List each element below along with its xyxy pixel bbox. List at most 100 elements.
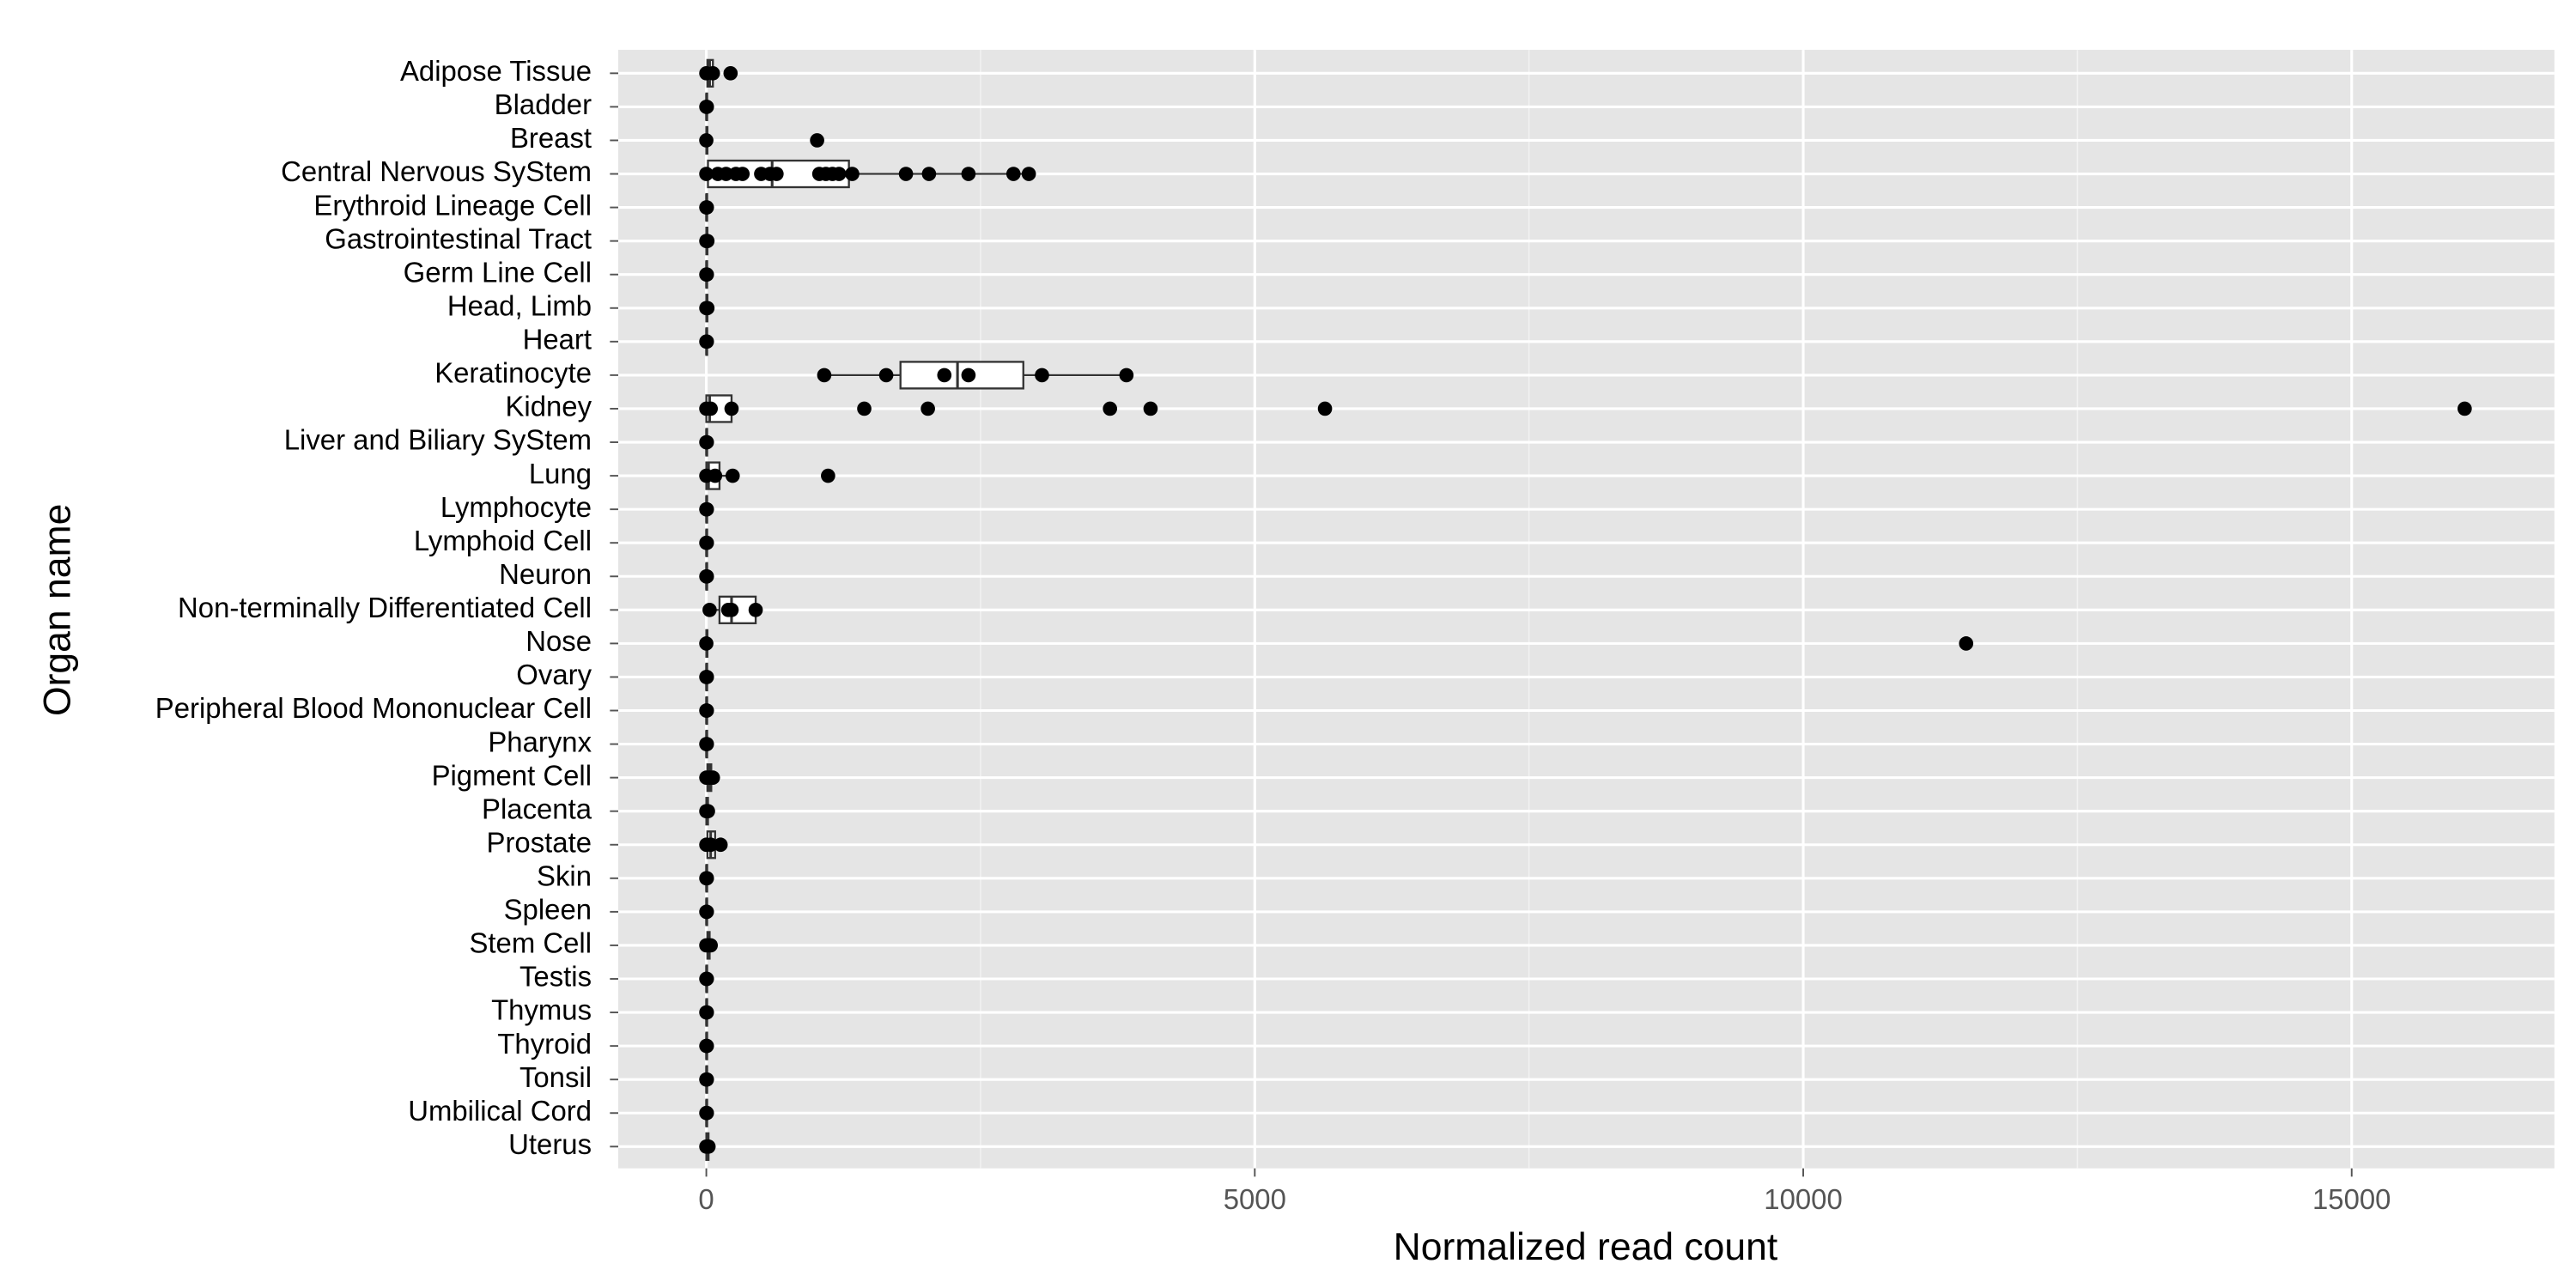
y-tick-label: Skin xyxy=(537,860,592,892)
y-tick-label: Nose xyxy=(526,625,592,657)
data-point xyxy=(699,535,714,550)
data-point xyxy=(699,133,714,148)
data-point xyxy=(1021,167,1036,181)
data-point xyxy=(705,770,720,785)
data-point xyxy=(810,133,824,148)
data-point xyxy=(701,804,715,819)
y-tick-label: Head, Limb xyxy=(447,289,592,321)
data-point xyxy=(769,167,784,181)
x-tick-label: 5000 xyxy=(1224,1183,1286,1215)
data-point xyxy=(1103,401,1118,416)
x-tick-label: 15000 xyxy=(2312,1183,2391,1215)
data-point xyxy=(1959,636,1974,651)
data-point xyxy=(699,636,714,651)
y-tick-label: Stem Cell xyxy=(469,927,592,959)
y-tick-label: Germ Line Cell xyxy=(404,256,592,288)
data-point xyxy=(708,468,723,483)
y-tick-label: Adipose Tissue xyxy=(400,55,592,87)
data-point xyxy=(719,167,733,181)
y-tick-label: Erythroid Lineage Cell xyxy=(313,189,592,221)
data-point xyxy=(1005,167,1021,181)
y-tick-label: Kidney xyxy=(505,391,592,422)
data-point xyxy=(699,703,714,718)
data-point xyxy=(703,837,719,853)
data-point xyxy=(699,568,714,584)
data-point xyxy=(723,66,738,81)
y-tick-label: Placenta xyxy=(482,793,592,824)
data-point xyxy=(703,938,719,953)
data-point xyxy=(821,468,835,483)
y-axis-title: Organ name xyxy=(36,504,78,716)
data-point xyxy=(705,66,720,81)
data-point xyxy=(961,167,976,181)
y-tick-label: Thyroid xyxy=(497,1028,592,1060)
y-tick-label: Bladder xyxy=(495,88,592,120)
box xyxy=(899,361,1024,390)
data-point xyxy=(724,401,739,416)
y-tick-label: Uterus xyxy=(508,1128,592,1160)
data-point xyxy=(857,401,872,416)
y-tick-label: Ovary xyxy=(516,659,592,690)
data-point xyxy=(699,434,714,450)
data-point xyxy=(703,401,719,416)
data-point xyxy=(699,1072,714,1087)
data-point xyxy=(699,100,714,114)
data-point xyxy=(1143,401,1158,416)
data-point xyxy=(725,468,740,483)
y-tick-label: Testis xyxy=(519,961,592,993)
y-tick-label: Umbilical Cord xyxy=(408,1095,592,1127)
y-tick-label: Tonsil xyxy=(519,1061,592,1093)
y-tick-label: Non-terminally Differentiated Cell xyxy=(178,592,592,623)
data-point xyxy=(748,603,763,617)
data-point xyxy=(699,871,714,886)
y-tick-label: Spleen xyxy=(504,894,592,926)
x-axis-title: Normalized read count xyxy=(1394,1226,1778,1268)
data-point xyxy=(2458,401,2472,416)
y-tick-label: Heart xyxy=(523,324,592,355)
y-tick-label: Lymphoid Cell xyxy=(414,525,592,556)
y-tick-label: Lymphocyte xyxy=(440,491,592,523)
data-point xyxy=(724,603,739,617)
data-point xyxy=(699,1105,714,1121)
data-point xyxy=(817,368,832,383)
data-point xyxy=(699,334,714,349)
y-tick-label: Lung xyxy=(529,458,592,489)
data-point xyxy=(700,301,715,316)
data-point xyxy=(735,167,750,181)
data-point xyxy=(713,837,728,853)
data-point xyxy=(1035,368,1049,383)
data-point xyxy=(845,167,860,181)
y-tick-label: Central Nervous SyStem xyxy=(281,155,592,187)
y-tick-label: Breast xyxy=(510,122,592,154)
data-point xyxy=(699,971,714,987)
y-tick-label: Peripheral Blood Mononuclear Cell xyxy=(155,692,592,724)
data-point xyxy=(1119,368,1134,383)
data-point xyxy=(699,200,714,215)
y-tick-label: Liver and Biliary SyStem xyxy=(284,424,592,456)
y-tick-label: Thymus xyxy=(491,994,592,1026)
y-tick-label: Gastrointestinal Tract xyxy=(325,222,592,254)
data-point xyxy=(699,904,714,920)
data-point xyxy=(699,737,714,751)
y-tick-label: Neuron xyxy=(499,558,592,590)
x-tick-label: 0 xyxy=(698,1183,714,1215)
y-tick-label: Keratinocyte xyxy=(434,357,592,389)
data-point xyxy=(937,368,952,383)
data-point xyxy=(699,267,714,283)
data-point xyxy=(1317,401,1333,416)
data-point xyxy=(921,167,937,181)
y-tick-label: Prostate xyxy=(487,826,592,858)
data-point xyxy=(920,401,935,416)
data-point xyxy=(878,368,894,383)
data-point xyxy=(699,670,714,684)
data-point xyxy=(699,501,714,517)
x-tick-label: 10000 xyxy=(1764,1183,1842,1215)
data-point xyxy=(961,368,976,383)
y-tick-label: Pharynx xyxy=(488,726,592,757)
data-point xyxy=(700,234,715,248)
y-tick-label: Pigment Cell xyxy=(432,759,592,791)
data-point xyxy=(701,1139,716,1154)
data-point xyxy=(699,167,714,181)
